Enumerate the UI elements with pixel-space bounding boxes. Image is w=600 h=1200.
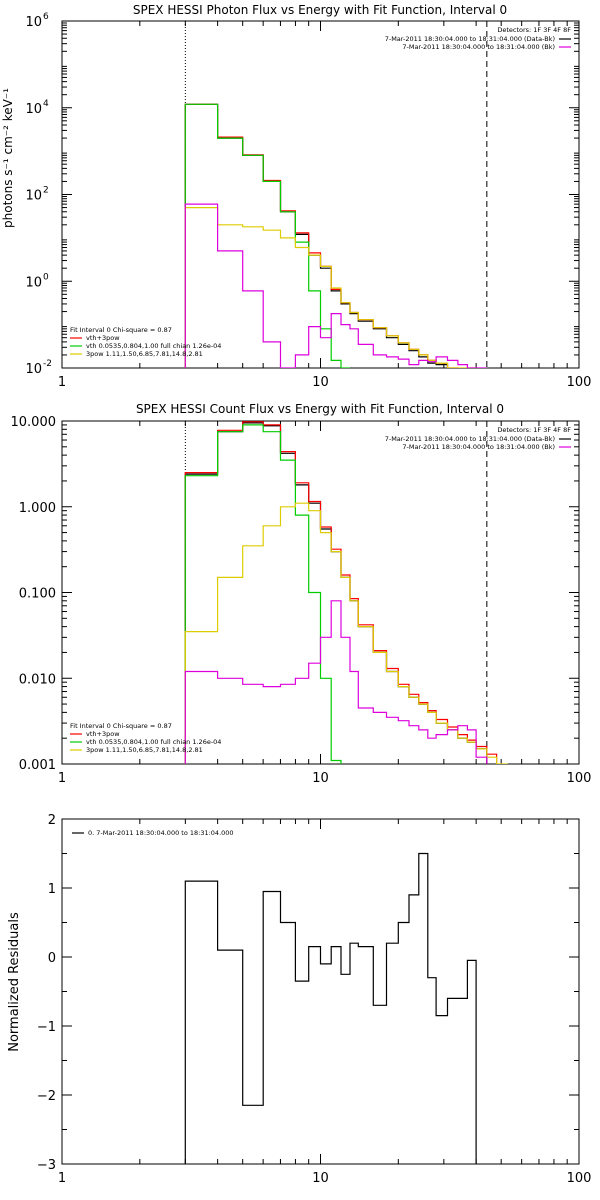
y-tick-label: 10.000 bbox=[11, 415, 57, 430]
series-line-0 bbox=[184, 852, 477, 1164]
photon-flux-panel: SPEX HESSI Photon Flux vs Energy with Fi… bbox=[1, 3, 591, 390]
y-tick-label: 10 bbox=[25, 102, 42, 117]
legend-fit-info: Fit Interval 0 Chi-square = 0.87 bbox=[70, 326, 172, 334]
y-tick-label: 10 bbox=[25, 15, 42, 30]
y-tick-label: 0 bbox=[48, 951, 56, 966]
series-line-0 bbox=[184, 103, 449, 368]
count-flux-panel: SPEX HESSI Count Flux vs Energy with Fit… bbox=[11, 402, 592, 786]
series-line-4 bbox=[184, 203, 487, 368]
legend-detectors: Detectors: 1F 3F 4F 8F bbox=[497, 426, 571, 434]
legend-fit-info: Fit Interval 0 Chi-square = 0.87 bbox=[70, 722, 172, 730]
residuals-panel: Normalized Residuals 1 10 100 −3 −2 −1 0 1 2 0. 7… bbox=[7, 813, 591, 1186]
series-line-0 bbox=[184, 422, 488, 764]
y-tick-label: 0.001 bbox=[19, 758, 56, 773]
legend-entry: vth+3pow bbox=[86, 730, 120, 738]
y-axis-label: photons s⁻¹ cm⁻² keV⁻¹ bbox=[1, 88, 15, 228]
legend-entry: vth 0.0535,0.804,1.00 full chian 1.26e-0… bbox=[86, 738, 221, 746]
legend-entry: 3pow 1.11,1.50,6.85,7.81,14.8,2.81 bbox=[86, 746, 203, 754]
legend-entry: vth+3pow bbox=[86, 334, 120, 342]
legend-entry: 0. 7-Mar-2011 18:30:04.000 to 18:31:04.0… bbox=[88, 829, 234, 837]
x-tick-label: 1 bbox=[58, 1171, 66, 1186]
y-tick-exponent: -2 bbox=[43, 359, 52, 369]
series-line-4 bbox=[184, 600, 488, 764]
y-tick-label: −1 bbox=[37, 1020, 56, 1035]
series-line-2 bbox=[184, 103, 350, 368]
legend-entry: 7-Mar-2011 18:30:04.000 to 18:31:04.000 … bbox=[385, 35, 555, 43]
y-tick-label: 2 bbox=[48, 813, 56, 828]
y-tick-label: 1.000 bbox=[19, 501, 56, 516]
y-tick-exponent: 6 bbox=[43, 12, 49, 22]
x-tick-label: 100 bbox=[567, 1171, 592, 1186]
y-tick-exponent: 0 bbox=[43, 272, 49, 282]
x-tick-label: 10 bbox=[312, 1171, 329, 1186]
y-tick-label: 1 bbox=[48, 882, 56, 897]
series-line-2 bbox=[184, 424, 342, 764]
y-tick-label: 10 bbox=[25, 189, 42, 204]
legend-entry: 7-Mar-2011 18:30:04.000 to 18:31:04.000 … bbox=[402, 443, 555, 451]
legend-entry: 7-Mar-2011 18:30:04.000 to 18:31:04.000 … bbox=[402, 43, 555, 51]
series-line-1 bbox=[184, 421, 498, 764]
x-tick-label: 10 bbox=[312, 375, 329, 390]
y-tick-exponent: 2 bbox=[43, 186, 49, 196]
y-tick-label: 0.100 bbox=[19, 587, 56, 602]
series-line-3 bbox=[184, 502, 508, 764]
x-tick-label: 1 bbox=[58, 375, 66, 390]
x-tick-label: 100 bbox=[567, 771, 592, 786]
x-tick-label: 10 bbox=[312, 771, 329, 786]
legend-detectors: Detectors: 1F 3F 4F 8F bbox=[497, 26, 571, 34]
legend-entry: vth 0.0535,0.804,1.00 full chian 1.26e-0… bbox=[86, 342, 221, 350]
y-tick-label: −3 bbox=[37, 1158, 56, 1173]
legend-entry: 3pow 1.11,1.50,6.85,7.81,14.8,2.81 bbox=[86, 350, 203, 358]
y-axis-label: Normalized Residuals bbox=[7, 912, 22, 1052]
plot-frame bbox=[61, 818, 580, 1165]
legend-entry: 7-Mar-2011 18:30:04.000 to 18:31:04.000 … bbox=[385, 435, 555, 443]
panel-title: SPEX HESSI Count Flux vs Energy with Fit… bbox=[136, 402, 504, 416]
panel-title: SPEX HESSI Photon Flux vs Energy with Fi… bbox=[133, 3, 507, 17]
x-tick-label: 100 bbox=[567, 375, 592, 390]
x-tick-label: 1 bbox=[58, 771, 66, 786]
y-tick-exponent: 4 bbox=[43, 99, 49, 109]
y-tick-label: 0.010 bbox=[19, 672, 56, 687]
y-tick-label: −2 bbox=[37, 1089, 56, 1104]
y-tick-label: 10 bbox=[25, 362, 42, 377]
y-tick-label: 10 bbox=[25, 275, 42, 290]
